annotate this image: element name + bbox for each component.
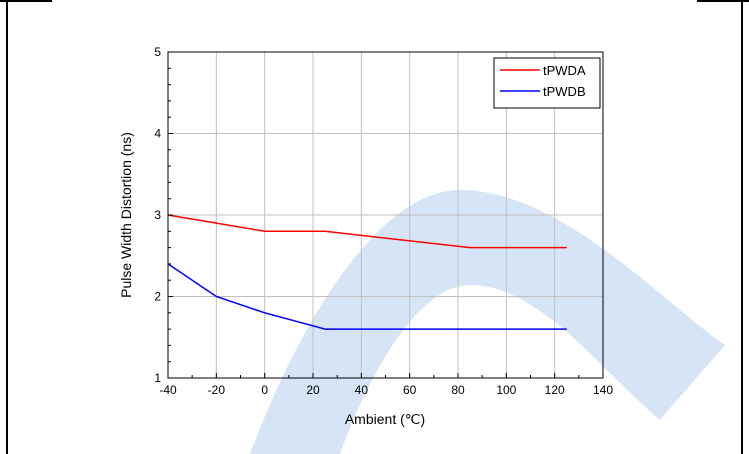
frame-top-right-border bbox=[697, 0, 749, 2]
x-tick-label: 20 bbox=[306, 383, 320, 397]
legend-label-tpwda: tPWDA bbox=[543, 63, 586, 78]
x-axis-label: Ambient (℃) bbox=[345, 411, 425, 427]
x-tick-label: 0 bbox=[261, 383, 268, 397]
legend-box bbox=[493, 57, 601, 109]
watermark-logo bbox=[250, 190, 725, 454]
y-tick-label: 3 bbox=[154, 208, 161, 222]
x-tick-label: 60 bbox=[403, 383, 417, 397]
x-tick-label: 100 bbox=[496, 383, 516, 397]
x-tick-label: 120 bbox=[545, 383, 565, 397]
y-tick-label: 4 bbox=[154, 127, 161, 141]
x-tick-label: -40 bbox=[159, 383, 177, 397]
y-tick-label: 5 bbox=[154, 45, 161, 59]
legend-label-tpwdb: tPWDB bbox=[543, 84, 586, 99]
y-tick-label: 2 bbox=[154, 290, 161, 304]
axis-ticks: -40 -20 0 20 40 60 80 100 120 140 1 2 3 4 5 bbox=[154, 45, 613, 397]
x-tick-label: 40 bbox=[355, 383, 369, 397]
x-tick-label: -20 bbox=[208, 383, 226, 397]
x-tick-label: 140 bbox=[593, 383, 613, 397]
x-tick-label: 80 bbox=[451, 383, 465, 397]
series-line-tpwdb bbox=[167, 263, 567, 330]
legend: tPWDA tPWDB bbox=[493, 57, 601, 109]
frame-top-left-border bbox=[0, 0, 52, 2]
y-tick-label: 1 bbox=[154, 371, 161, 385]
frame-left-border bbox=[6, 0, 8, 454]
series-layer bbox=[167, 214, 567, 330]
series-line-tpwda bbox=[167, 214, 567, 249]
y-axis-label: Pulse Width Distortion (ns) bbox=[118, 132, 134, 298]
frame-right-border bbox=[741, 0, 743, 454]
